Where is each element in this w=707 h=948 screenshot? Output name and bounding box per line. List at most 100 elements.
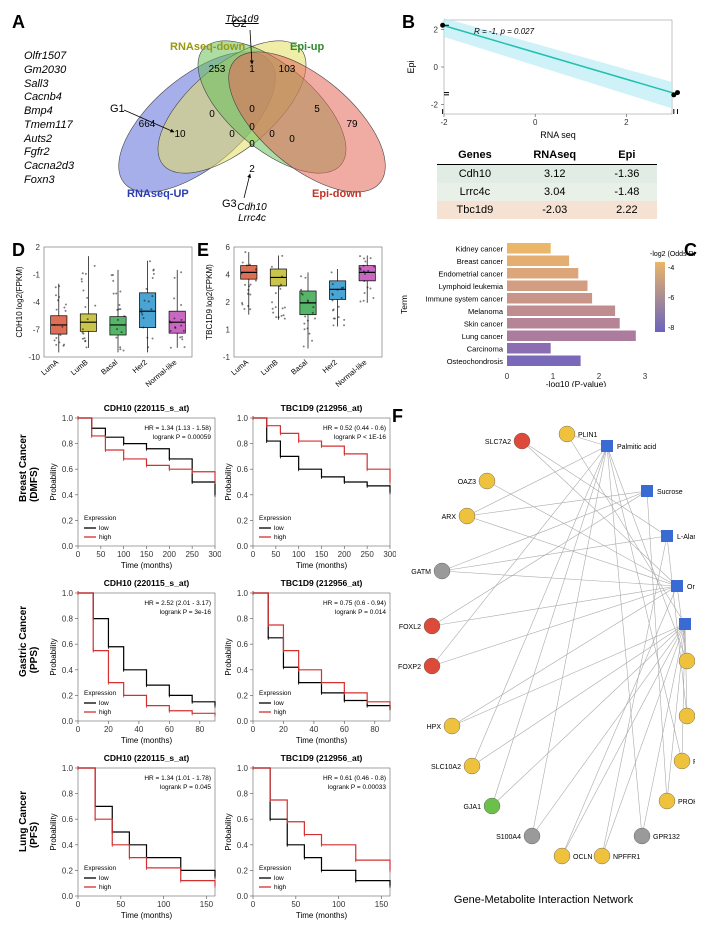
svg-text:200: 200 xyxy=(338,550,352,559)
svg-text:3: 3 xyxy=(643,372,648,381)
svg-text:100: 100 xyxy=(332,900,346,909)
svg-text:5: 5 xyxy=(314,104,320,115)
svg-text:50: 50 xyxy=(96,550,105,559)
svg-text:CDH10 (220115_s_at): CDH10 (220115_s_at) xyxy=(104,578,190,588)
svg-text:80: 80 xyxy=(370,725,379,734)
svg-text:150: 150 xyxy=(375,900,389,909)
svg-text:2: 2 xyxy=(434,25,439,34)
svg-text:50: 50 xyxy=(271,550,280,559)
svg-text:NPFFR1: NPFFR1 xyxy=(613,854,640,861)
svg-text:-1: -1 xyxy=(223,353,231,362)
svg-text:103: 103 xyxy=(279,64,296,75)
svg-text:Normal-like: Normal-like xyxy=(144,358,179,389)
svg-text:high: high xyxy=(99,709,112,716)
svg-text:PTGDS: PTGDS xyxy=(693,759,695,766)
svg-text:GJA1: GJA1 xyxy=(463,804,481,811)
svg-text:TBC1D9 (212956_at): TBC1D9 (212956_at) xyxy=(281,753,363,763)
svg-text:HR = 1.34 (1.13 - 1.58): HR = 1.34 (1.13 - 1.58) xyxy=(144,425,211,432)
svg-text:FOXL2: FOXL2 xyxy=(399,624,421,631)
svg-text:Time (months): Time (months) xyxy=(121,911,173,920)
panel-c: Kidney cancerBreast cancerEndometrial ca… xyxy=(397,237,695,387)
svg-text:CDH10 (220115_s_at): CDH10 (220115_s_at) xyxy=(104,753,190,763)
svg-text:1: 1 xyxy=(249,64,255,75)
svg-text:0: 0 xyxy=(76,900,81,909)
svg-text:-2: -2 xyxy=(440,118,448,127)
genes-table: GenesRNAseqEpi Cdh103.12-1.36Lrrc4c3.04-… xyxy=(437,146,657,219)
svg-text:Time (months): Time (months) xyxy=(121,561,173,570)
svg-text:HR = 0.61 (0.46 - 0.8): HR = 0.61 (0.46 - 0.8) xyxy=(323,775,386,782)
boxplot-tbc1d9: LumALumBBasalHer2Normal-like-11246TBC1D9… xyxy=(202,237,387,397)
panel-de: LumALumBBasalHer2Normal-like-10-7-4-12CD… xyxy=(12,237,392,397)
panel-b: -202-202RNA seqEpiR = -1, p = 0.027 Gene… xyxy=(402,12,692,232)
svg-text:Time (months): Time (months) xyxy=(296,911,348,920)
svg-text:0.6: 0.6 xyxy=(62,640,74,649)
svg-text:Her2: Her2 xyxy=(131,358,149,375)
svg-text:Probability: Probability xyxy=(224,638,233,675)
svg-text:GATM: GATM xyxy=(411,569,431,576)
svg-text:-log2 (Odds Ratio): -log2 (Odds Ratio) xyxy=(650,251,695,258)
svg-text:Osteochondrosis: Osteochondrosis xyxy=(447,357,504,366)
svg-text:0.2: 0.2 xyxy=(62,691,74,700)
svg-text:Her2: Her2 xyxy=(321,358,339,375)
svg-text:250: 250 xyxy=(185,550,199,559)
svg-text:Palmitic acid: Palmitic acid xyxy=(617,444,656,451)
svg-text:0.4: 0.4 xyxy=(62,490,74,499)
svg-text:Basal: Basal xyxy=(289,357,309,376)
svg-text:0.8: 0.8 xyxy=(237,439,249,448)
svg-text:Skin cancer: Skin cancer xyxy=(464,319,504,328)
svg-text:PLIN1: PLIN1 xyxy=(578,432,598,439)
svg-text:2: 2 xyxy=(624,118,629,127)
svg-text:Expression: Expression xyxy=(84,865,117,872)
scatter-plot: -202-202RNA seqEpiR = -1, p = 0.027 xyxy=(402,12,682,142)
svg-text:6: 6 xyxy=(226,243,231,252)
svg-text:CDH10 log2(FPKM): CDH10 log2(FPKM) xyxy=(15,266,24,337)
svg-text:-8: -8 xyxy=(668,325,674,332)
svg-text:logrank P = 0.045: logrank P = 0.045 xyxy=(160,784,211,791)
svg-text:SLC10A2: SLC10A2 xyxy=(431,764,461,771)
network-title: Gene-Metabolite Interaction Network xyxy=(392,894,695,906)
svg-text:HR = 0.75 (0.6 - 0.94): HR = 0.75 (0.6 - 0.94) xyxy=(323,600,386,607)
svg-text:HR = 2.52 (2.01 - 3.17): HR = 2.52 (2.01 - 3.17) xyxy=(144,600,211,607)
svg-text:LumB: LumB xyxy=(259,358,280,377)
svg-text:low: low xyxy=(274,875,284,882)
svg-text:low: low xyxy=(99,525,109,532)
svg-text:Probability: Probability xyxy=(224,463,233,500)
svg-text:TBC1D9 (212956_at): TBC1D9 (212956_at) xyxy=(281,403,363,413)
svg-text:FOXP2: FOXP2 xyxy=(398,664,421,671)
svg-text:253: 253 xyxy=(209,64,226,75)
venn-diagram: RNAseq-downEpi-upRNAseq-UPEpi-down664253… xyxy=(92,12,392,222)
svg-text:0.4: 0.4 xyxy=(62,665,74,674)
svg-text:0: 0 xyxy=(251,725,256,734)
svg-text:Time (months): Time (months) xyxy=(296,736,348,745)
svg-text:Ornithine: Ornithine xyxy=(687,584,695,591)
svg-text:Probability: Probability xyxy=(49,813,58,850)
svg-text:RNAseq-UP: RNAseq-UP xyxy=(127,188,189,200)
svg-text:0.6: 0.6 xyxy=(237,465,249,474)
svg-text:60: 60 xyxy=(340,725,349,734)
svg-text:-log10 (P-value): -log10 (P-value) xyxy=(546,379,607,387)
svg-text:1.0: 1.0 xyxy=(62,764,74,773)
svg-text:1: 1 xyxy=(226,326,231,335)
svg-text:low: low xyxy=(99,875,109,882)
svg-text:Epi-up: Epi-up xyxy=(290,41,324,53)
svg-text:100: 100 xyxy=(292,550,306,559)
svg-text:HPX: HPX xyxy=(427,724,442,731)
svg-text:G1: G1 xyxy=(110,103,125,115)
svg-text:Kidney cancer: Kidney cancer xyxy=(455,244,503,253)
boxplot-cdh10: LumALumBBasalHer2Normal-like-10-7-4-12CD… xyxy=(12,237,197,397)
svg-text:-4: -4 xyxy=(668,265,674,272)
svg-text:RNAseq-down: RNAseq-down xyxy=(170,41,245,53)
svg-text:OAZ3: OAZ3 xyxy=(458,479,476,486)
svg-text:SLC7A2: SLC7A2 xyxy=(485,439,511,446)
svg-text:2: 2 xyxy=(226,298,231,307)
panel-f: Palmitic acidSucroseL-AlanineOrnithineOl… xyxy=(392,406,695,921)
svg-text:0.2: 0.2 xyxy=(237,691,249,700)
svg-text:4: 4 xyxy=(226,271,231,280)
svg-text:0.0: 0.0 xyxy=(62,542,74,551)
svg-text:Cdh10: Cdh10 xyxy=(237,202,267,213)
enrichment-barplot: Kidney cancerBreast cancerEndometrial ca… xyxy=(397,237,695,387)
svg-text:-1: -1 xyxy=(33,271,41,280)
svg-text:Expression: Expression xyxy=(259,690,292,697)
panel-a: Olfr1507Gm2030Sall3Cacnb4Bmp4Tmem117Auts… xyxy=(12,12,392,232)
svg-text:0.2: 0.2 xyxy=(237,516,249,525)
